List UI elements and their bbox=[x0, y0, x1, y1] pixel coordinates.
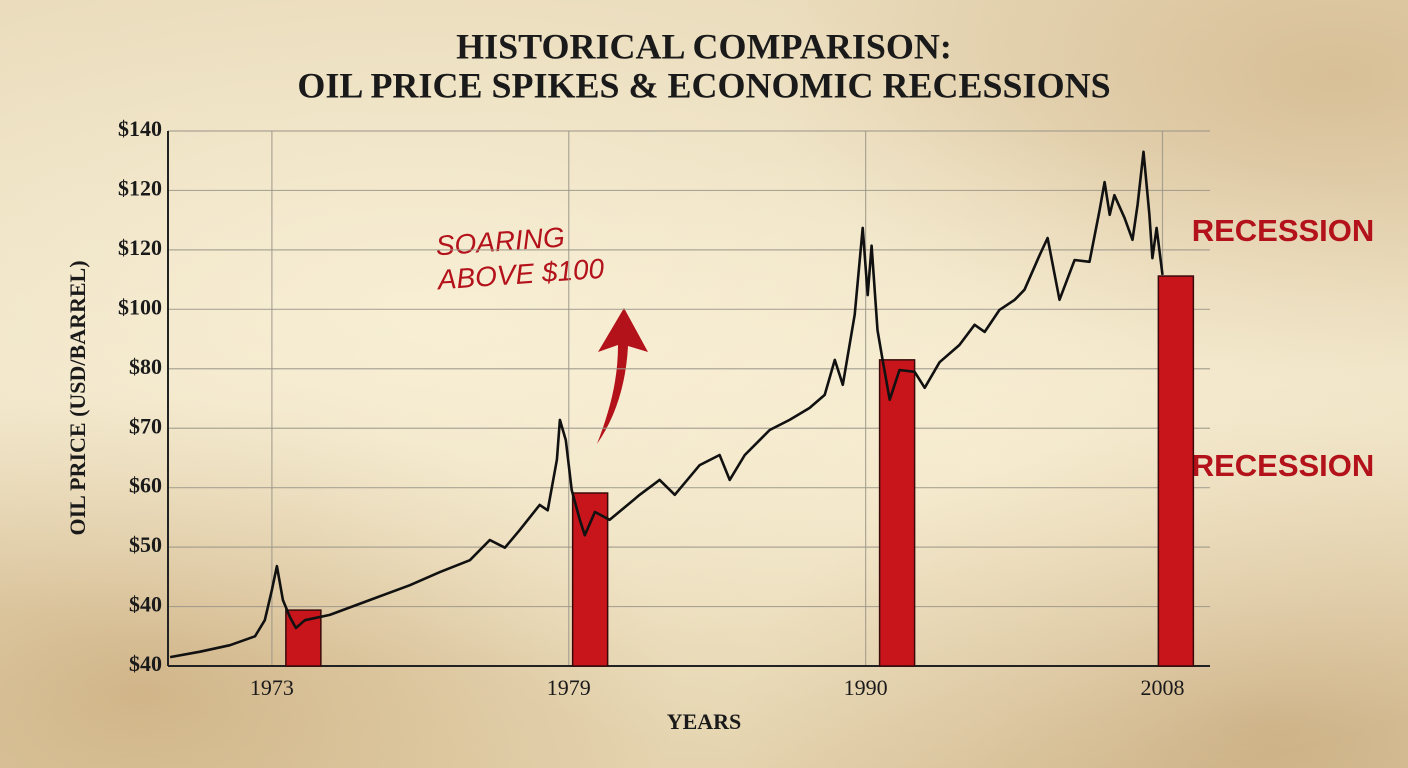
chart-title: OIL PRICE SPIKES & ECONOMIC RECESSIONS bbox=[297, 65, 1110, 105]
y-tick-label: $40 bbox=[129, 651, 162, 676]
recession-bar bbox=[1157, 275, 1195, 667]
annotation: RECESSION bbox=[1192, 213, 1375, 248]
x-axis-label: YEARS bbox=[667, 709, 742, 734]
x-tick-label: 1973 bbox=[250, 675, 294, 700]
recession-bar bbox=[878, 359, 916, 667]
recession-bar bbox=[571, 492, 609, 667]
y-tick-label: $70 bbox=[129, 413, 162, 438]
y-tick-label: $40 bbox=[129, 592, 162, 617]
recession-bar bbox=[285, 609, 322, 667]
y-tick-label: $60 bbox=[129, 473, 162, 498]
y-tick-label: $50 bbox=[129, 532, 162, 557]
y-tick-label: $120 bbox=[118, 235, 162, 260]
chart-title: HISTORICAL COMPARISON: bbox=[456, 26, 952, 66]
annotation: SOARING bbox=[435, 221, 566, 261]
y-tick-label: $100 bbox=[118, 294, 162, 319]
annotation: RECESSION bbox=[1192, 448, 1375, 483]
x-tick-label: 1990 bbox=[844, 675, 888, 700]
y-tick-label: $140 bbox=[118, 116, 162, 141]
x-tick-label: 2008 bbox=[1141, 675, 1185, 700]
x-tick-label: 1979 bbox=[547, 675, 591, 700]
y-tick-label: $80 bbox=[129, 354, 162, 379]
arrow bbox=[597, 308, 648, 444]
y-tick-label: $120 bbox=[118, 175, 162, 200]
y-axis-label: OIL PRICE (USD/BARREL) bbox=[65, 260, 90, 535]
price-line bbox=[169, 150, 1164, 659]
